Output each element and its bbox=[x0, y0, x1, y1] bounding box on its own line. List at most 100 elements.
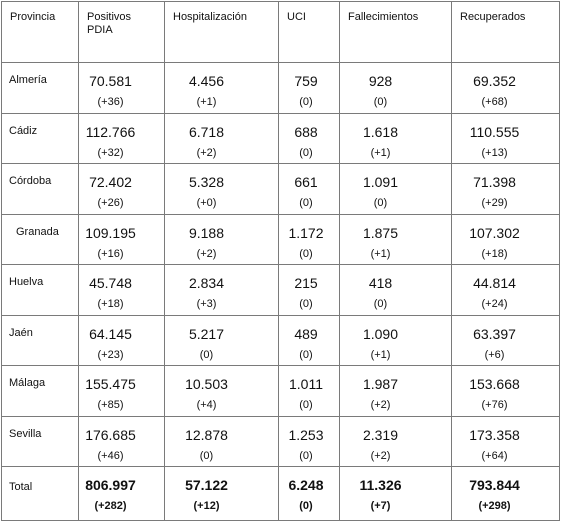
hospitalizacion-cell: 4.456 (+1) bbox=[164, 62, 279, 114]
uci-delta: (0) bbox=[299, 449, 313, 462]
recuperados-cell: 44.814 (+24) bbox=[451, 264, 560, 316]
recuperados-cell: 173.358 (+64) bbox=[451, 415, 560, 468]
table-row: Jaén 64.145 (+23) 5.217 (0) 489 (0) 1.090 (+1) 63… bbox=[1, 314, 560, 367]
hospitalizacion-delta: (0) bbox=[199, 449, 214, 462]
header-row: Provincia Positivos PDIA Hospitalización… bbox=[1, 1, 560, 63]
recuperados-value: 110.555 bbox=[469, 123, 520, 140]
header-provincia: Provincia bbox=[1, 1, 79, 63]
hospitalizacion-value: 2.834 bbox=[188, 275, 225, 292]
hospitalizacion-delta: (+3) bbox=[196, 298, 217, 311]
uci-value: 1.253 bbox=[288, 426, 324, 443]
table-row: Córdoba 72.402 (+26) 5.328 (+0) 661 (0) 1.091 (0… bbox=[1, 163, 560, 215]
recuperados-value: 44.814 bbox=[473, 275, 516, 292]
hospitalizacion-delta: (+0) bbox=[196, 197, 217, 210]
fallecimientos-value: 1.987 bbox=[362, 376, 399, 393]
uci-cell: 1.172 (0) bbox=[278, 213, 340, 266]
positivos-value: 176.685 bbox=[85, 426, 136, 443]
fallecimientos-value: 1.091 bbox=[362, 174, 399, 191]
recuperados-cell: 71.398 (+29) bbox=[451, 163, 560, 215]
positivos-value: 45.748 bbox=[89, 275, 132, 292]
hospitalizacion-value: 5.217 bbox=[188, 325, 225, 342]
hospitalizacion-value: 6.718 bbox=[188, 123, 225, 140]
hospitalizacion-delta: (+12) bbox=[193, 500, 220, 513]
fallecimientos-delta: (+2) bbox=[370, 399, 391, 412]
uci-value: 1.011 bbox=[289, 376, 323, 393]
positivos-delta: (+85) bbox=[97, 399, 124, 412]
uci-cell: 489 (0) bbox=[278, 314, 340, 367]
positivos-delta: (+16) bbox=[97, 247, 124, 260]
fallecimientos-delta: (+1) bbox=[370, 348, 391, 361]
fallecimientos-value: 1.875 bbox=[362, 224, 399, 241]
positivos-value: 109.195 bbox=[85, 224, 136, 241]
recuperados-delta: (+68) bbox=[481, 96, 508, 108]
uci-delta: (0) bbox=[299, 197, 313, 210]
hospitalizacion-value: 10.503 bbox=[185, 376, 228, 393]
fallecimientos-delta: (0) bbox=[373, 197, 388, 210]
fallecimientos-value: 2.319 bbox=[362, 426, 399, 443]
recuperados-value: 107.302 bbox=[469, 224, 520, 241]
uci-value: 688 bbox=[294, 123, 318, 140]
recuperados-delta: (+29) bbox=[481, 197, 508, 210]
fallecimientos-value: 1.618 bbox=[362, 123, 399, 140]
table-row: Cádiz 112.766 (+32) 6.718 (+2) 688 (0) 1.618 (+1… bbox=[1, 112, 560, 165]
positivos-value: 806.997 bbox=[85, 477, 136, 494]
recuperados-value: 793.844 bbox=[469, 477, 520, 494]
hospitalizacion-delta: (+4) bbox=[196, 399, 217, 412]
recuperados-cell: 110.555 (+13) bbox=[451, 112, 560, 165]
hospitalizacion-cell: 57.122 (+12) bbox=[164, 466, 279, 521]
total-row: Total 806.997 (+282) 57.122 (+12) 6.248 (0) 11.… bbox=[1, 466, 560, 521]
recuperados-delta: (+76) bbox=[481, 399, 508, 412]
uci-value: 215 bbox=[294, 275, 318, 292]
recuperados-delta: (+64) bbox=[481, 449, 508, 462]
header-fallecimientos: Fallecimientos bbox=[339, 1, 452, 63]
uci-value: 759 bbox=[294, 73, 318, 89]
positivos-cell: 176.685 (+46) bbox=[78, 415, 165, 468]
uci-value: 661 bbox=[294, 174, 318, 191]
recuperados-value: 173.358 bbox=[469, 426, 520, 443]
fallecimientos-value: 928 bbox=[368, 73, 393, 89]
hospitalizacion-cell: 12.878 (0) bbox=[164, 415, 279, 468]
hospitalizacion-delta: (+1) bbox=[196, 96, 217, 108]
recuperados-delta: (+18) bbox=[481, 247, 508, 260]
recuperados-value: 69.352 bbox=[473, 73, 516, 89]
uci-cell: 1.011 (0) bbox=[278, 365, 340, 417]
provincia-cell: Málaga bbox=[1, 365, 79, 417]
positivos-value: 155.475 bbox=[85, 376, 136, 393]
recuperados-cell: 69.352 (+68) bbox=[451, 62, 560, 114]
hospitalizacion-cell: 6.718 (+2) bbox=[164, 112, 279, 165]
recuperados-delta: (+13) bbox=[481, 146, 508, 159]
hospitalizacion-cell: 5.217 (0) bbox=[164, 314, 279, 367]
recuperados-value: 153.668 bbox=[469, 376, 520, 393]
uci-delta: (0) bbox=[299, 146, 313, 159]
header-hospitalizacion: Hospitalización bbox=[164, 1, 279, 63]
fallecimientos-delta: (+1) bbox=[370, 146, 391, 159]
fallecimientos-cell: 2.319 (+2) bbox=[339, 415, 452, 468]
positivos-delta: (+46) bbox=[97, 449, 124, 462]
fallecimientos-cell: 1.090 (+1) bbox=[339, 314, 452, 367]
uci-delta: (0) bbox=[299, 96, 313, 108]
positivos-cell: 112.766 (+32) bbox=[78, 112, 165, 165]
positivos-delta: (+23) bbox=[97, 348, 124, 361]
fallecimientos-delta: (0) bbox=[373, 298, 388, 311]
positivos-delta: (+282) bbox=[94, 500, 127, 513]
table-row: Granada 109.195 (+16) 9.188 (+2) 1.172 (0) 1.87… bbox=[1, 213, 560, 266]
header-positivos-line1: Positivos bbox=[87, 11, 132, 23]
positivos-delta: (+18) bbox=[97, 298, 124, 311]
hospitalizacion-value: 5.328 bbox=[188, 174, 225, 191]
hospitalizacion-value: 12.878 bbox=[185, 426, 228, 443]
fallecimientos-cell: 1.618 (+1) bbox=[339, 112, 452, 165]
positivos-value: 70.581 bbox=[89, 73, 132, 89]
uci-delta: (0) bbox=[299, 500, 313, 513]
recuperados-cell: 63.397 (+6) bbox=[451, 314, 560, 367]
uci-value: 489 bbox=[294, 325, 318, 342]
hospitalizacion-cell: 10.503 (+4) bbox=[164, 365, 279, 417]
uci-delta: (0) bbox=[299, 247, 313, 260]
hospitalizacion-cell: 9.188 (+2) bbox=[164, 213, 279, 266]
uci-delta: (0) bbox=[299, 298, 313, 311]
hospitalizacion-value: 57.122 bbox=[185, 477, 228, 494]
hospitalizacion-delta: (0) bbox=[199, 348, 214, 361]
recuperados-cell: 153.668 (+76) bbox=[451, 365, 560, 417]
recuperados-value: 63.397 bbox=[473, 325, 516, 342]
uci-delta: (0) bbox=[299, 348, 313, 361]
recuperados-cell: 107.302 (+18) bbox=[451, 213, 560, 266]
